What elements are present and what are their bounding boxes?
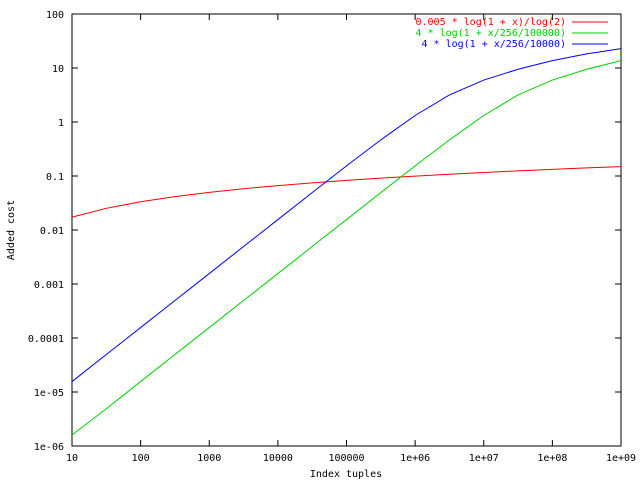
y-tick-label: 1 <box>58 118 64 129</box>
y-tick-label: 0.001 <box>34 280 64 291</box>
legend-label-2: 4 * log(1 + x/256/100000) <box>415 28 566 39</box>
series-line-2 <box>71 60 622 436</box>
legend: 0.005 * log(1 + x)/log(2)4 * log(1 + x/2… <box>415 17 608 50</box>
x-tick-label: 1e+09 <box>606 453 636 464</box>
y-tick-label: 100 <box>46 10 64 21</box>
x-tick-label: 100000 <box>328 453 364 464</box>
axis-ticks: 10 100 1000 10000 100000 1e+06 1e+07 1e+08 1e+09… <box>28 10 636 464</box>
y-tick-label: 10 <box>52 64 64 75</box>
series-lines <box>71 48 622 436</box>
y-tick-label: 1e-06 <box>34 442 64 453</box>
series-line-1 <box>71 166 622 218</box>
legend-label-1: 0.005 * log(1 + x)/log(2) <box>415 17 566 28</box>
x-tick-label: 1e+07 <box>469 453 499 464</box>
x-tick-label: 10 <box>66 453 78 464</box>
x-tick-label: 1000 <box>197 453 221 464</box>
x-tick-label: 1e+08 <box>537 453 567 464</box>
x-axis-label: Index tuples <box>310 469 382 480</box>
x-tick-label: 1e+06 <box>400 453 430 464</box>
x-tick-label: 100 <box>132 453 150 464</box>
y-tick-label: 0.1 <box>46 172 64 183</box>
legend-label-3: 4 * log(1 + x/256/10000) <box>422 39 567 50</box>
y-axis-label: Added cost <box>6 200 17 260</box>
series-line-3 <box>71 48 622 382</box>
plot-frame <box>71 13 622 447</box>
y-tick-label: 0.0001 <box>28 334 64 345</box>
y-tick-label: 0.01 <box>40 226 64 237</box>
x-tick-label: 10000 <box>263 453 293 464</box>
y-tick-label: 1e-05 <box>34 388 64 399</box>
